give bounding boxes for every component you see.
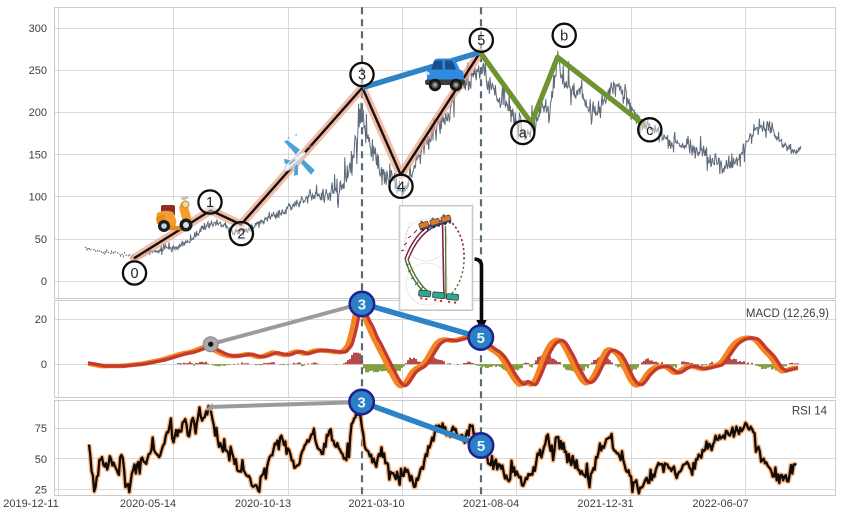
svg-text:2021-08-04: 2021-08-04 — [463, 498, 519, 510]
svg-text:5: 5 — [477, 438, 485, 455]
svg-text:5: 5 — [477, 33, 485, 49]
svg-text:50: 50 — [35, 454, 47, 466]
svg-text:300: 300 — [29, 23, 47, 35]
svg-text:50: 50 — [35, 234, 47, 246]
svg-text:3: 3 — [358, 68, 366, 84]
svg-text:25: 25 — [35, 485, 47, 497]
svg-text:150: 150 — [29, 150, 47, 162]
svg-text:5: 5 — [477, 330, 485, 347]
svg-text:2021-12-31: 2021-12-31 — [577, 498, 633, 510]
svg-text:4: 4 — [397, 179, 405, 195]
svg-text:2020-05-14: 2020-05-14 — [120, 498, 176, 510]
svg-text:250: 250 — [29, 65, 47, 77]
svg-text:3: 3 — [358, 296, 366, 313]
svg-text:b: b — [560, 28, 568, 44]
svg-text:2019-12-11: 2019-12-11 — [3, 498, 58, 510]
svg-text:2: 2 — [237, 227, 245, 243]
svg-text:RSI 14: RSI 14 — [792, 406, 828, 418]
svg-text:2021-03-10: 2021-03-10 — [348, 498, 404, 510]
svg-text:1: 1 — [206, 195, 214, 211]
svg-text:0: 0 — [130, 266, 138, 282]
svg-text:a: a — [519, 126, 528, 142]
svg-text:0: 0 — [41, 359, 47, 371]
svg-text:75: 75 — [35, 423, 47, 435]
svg-text:100: 100 — [29, 192, 47, 204]
svg-text:2022-06-07: 2022-06-07 — [692, 498, 748, 510]
svg-text:0: 0 — [41, 276, 47, 288]
svg-text:200: 200 — [29, 107, 47, 119]
svg-text:3: 3 — [357, 394, 365, 411]
svg-text:MACD (12,26,9): MACD (12,26,9) — [746, 308, 829, 320]
svg-text:20: 20 — [35, 314, 47, 326]
svg-text:c: c — [646, 123, 653, 139]
svg-text:2020-10-13: 2020-10-13 — [235, 498, 291, 510]
